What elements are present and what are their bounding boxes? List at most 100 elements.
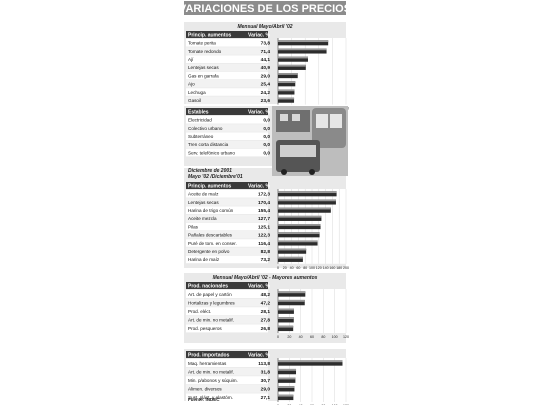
row-label: Ají [188,57,194,62]
bar [278,291,306,297]
row-value: 26,8 [261,326,271,332]
row-label: Colectivo urbano [188,126,223,131]
column-header-label: Prod. nacionales [188,283,228,289]
bar-highlight [278,325,294,328]
row-label: Harina de maíz [188,257,220,262]
bar-highlight [278,240,318,243]
row-label: Serv. telefónico urbano [188,150,235,155]
row-label: Prod. eléct. [188,309,211,314]
tick-label: 100 [309,266,315,270]
row-label: Art. de min. no metalif. [188,369,234,374]
column-header-label: Princip. aumentos [188,32,232,38]
row-value: 113,8 [258,361,270,367]
row-label: Aceite mezcla [188,216,217,221]
plot-area [278,38,346,105]
table-header [186,351,268,358]
row-value: 71,4 [261,49,271,55]
tick-label: 20 [283,266,287,270]
table-row [186,315,268,324]
row-label: Harina de trigo común [188,208,234,213]
table-row [186,393,268,402]
table-row [186,88,268,96]
bar [278,377,296,383]
row-value: 23,6 [261,98,271,104]
bar-highlight [278,97,295,100]
source-note: Fuente: INDEC [188,397,220,402]
row-value: 29,0 [261,73,271,79]
row-value: 44,1 [261,57,271,63]
bar [278,191,337,197]
bar-highlight [278,81,296,84]
table-header [186,282,268,289]
tick-label: 80 [303,266,307,270]
table-row [186,222,268,231]
transport-photo [272,106,348,176]
table-row [186,55,268,63]
row-value: 31,8 [261,369,271,375]
row-value: 48,2 [261,292,271,298]
row-value: 127,7 [258,216,270,222]
bar-highlight [278,299,305,302]
table-row [186,307,268,316]
bar-highlight [278,386,295,389]
tick-label: 200 [343,266,349,270]
tick-label: 100 [332,335,338,339]
row-label: Tomate perita [188,41,216,46]
row-value: 116,4 [258,241,270,247]
table-row [186,140,268,149]
row-value: 29,0 [261,387,271,393]
table-header [186,182,268,189]
row-value: 82,8 [261,249,271,255]
bar [278,215,322,221]
bar [278,40,329,46]
table-row [186,39,268,47]
table-row [186,214,268,223]
table-row [186,132,268,140]
bar [278,360,343,366]
row-label: Lentejas secas [188,65,219,70]
row-value: 170,4 [258,200,270,206]
row-label: Detergente en polvo [188,249,230,254]
row-value: 24,2 [261,90,271,96]
tick-label: 0 [277,266,279,270]
bar [278,199,336,205]
bar [278,89,295,95]
bar [278,256,303,262]
bar [278,248,307,254]
bar-highlight [278,89,295,92]
panel-subtitle: Diciembre de 2001 [188,168,232,174]
bar [278,240,318,246]
bar [278,394,294,401]
column-header-value: Variac. % [248,283,271,289]
column-header-value: Variac. % [248,352,271,358]
tick-label: 120 [343,335,349,339]
row-label: Maq. herramientas [188,361,227,366]
row-value: 122,3 [258,233,270,239]
row-value: 28,1 [261,309,271,315]
row-label: Lentejas secas [188,200,219,205]
bar-highlight [278,40,329,43]
row-value: 73,2 [261,257,271,263]
bar [278,299,305,306]
column-header-label: Princip. aumentos [188,183,232,189]
tick-label: 60 [310,335,314,339]
row-value: 0,0 [263,142,270,148]
bar [278,64,306,70]
panel-subtitle: Mensual Mayo/Abril '02 - Mayores aumento… [213,275,318,281]
row-label: Puré de tom. en conser. [188,241,237,246]
row-value: 0,0 [263,118,270,124]
bar-highlight [278,368,297,371]
bar [278,317,294,323]
table-row [186,116,268,124]
tick-label: 180 [336,266,342,270]
bar [278,308,294,314]
table-row [186,384,268,393]
table-row [186,190,268,198]
table-row [186,239,268,247]
table-row [186,71,268,80]
bar-highlight [278,317,294,320]
bar [278,325,294,332]
row-value: 27,8 [261,318,271,324]
